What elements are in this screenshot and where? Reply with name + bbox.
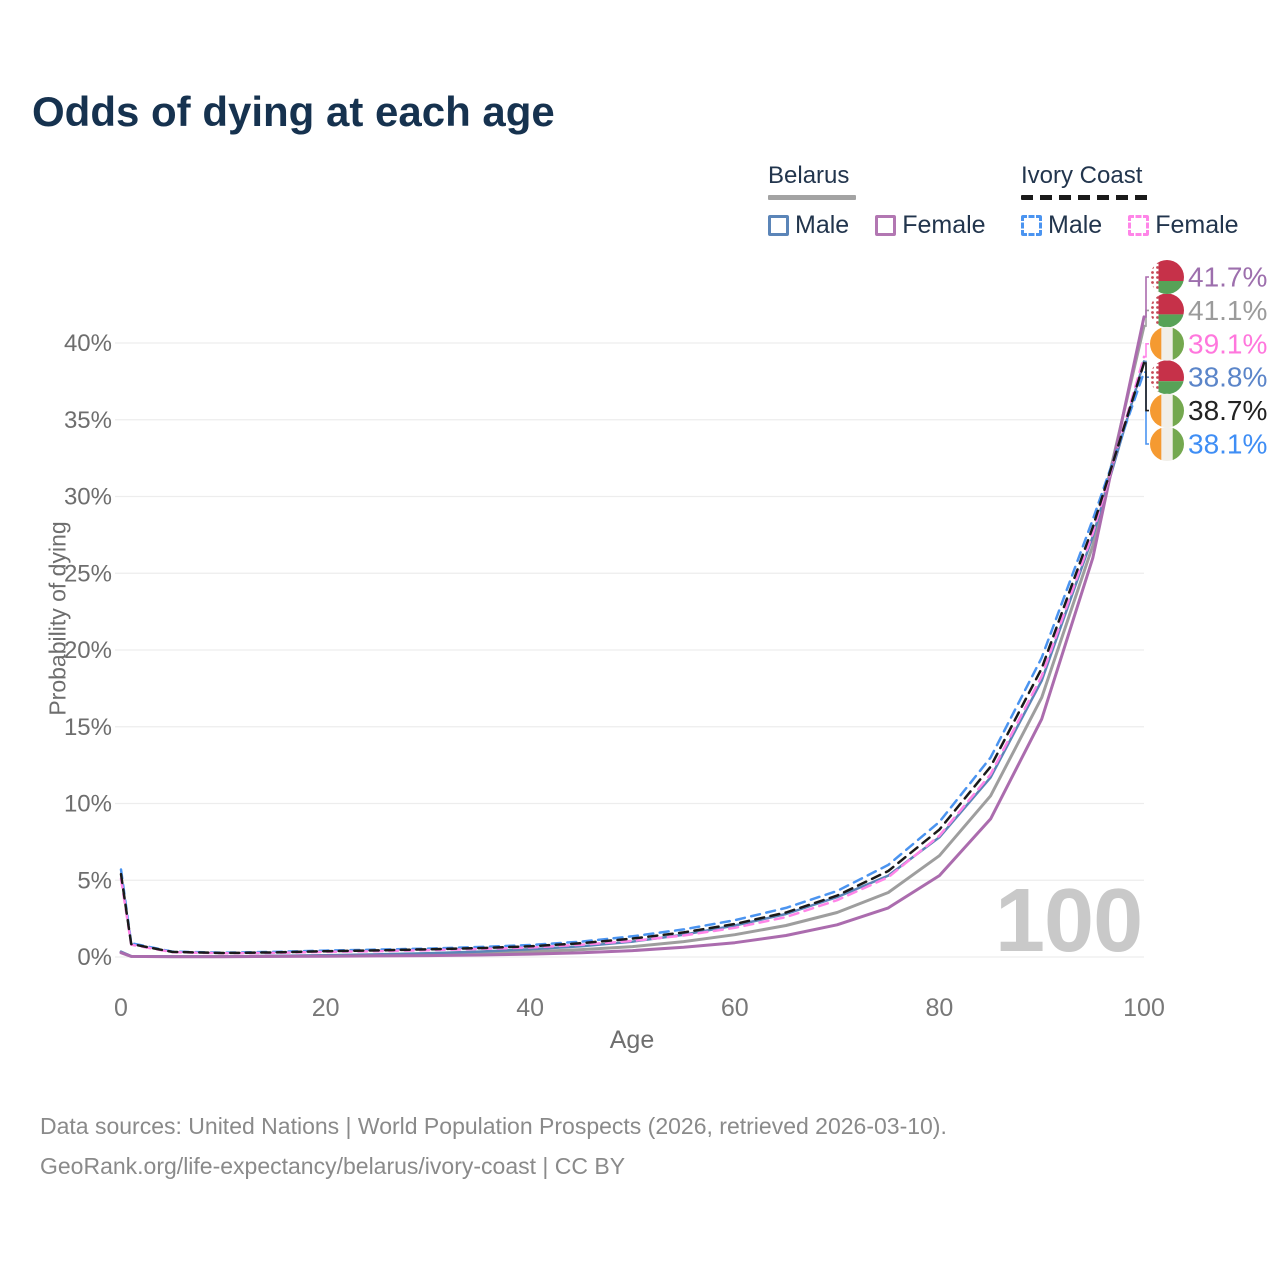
legend-group-ivory-coast: Ivory Coast Male Female: [1021, 162, 1239, 240]
legend-group-belarus: Belarus Male Female: [768, 162, 986, 240]
series-line-belarus-both-sexes[interactable]: [119, 324, 1146, 958]
footer-link: GeoRank.org/life-expectancy/belarus/ivor…: [40, 1153, 626, 1179]
end-label-value-ivory-coast-female: 39.1%: [1188, 328, 1267, 359]
y-tick-10%: 10%: [64, 791, 112, 818]
y-tick-5%: 5%: [77, 867, 112, 894]
belarus-flag-icon: [1150, 360, 1184, 395]
end-label-value-ivory-coast-male: 38.1%: [1188, 429, 1267, 460]
legend-label-ivory-coast-female: Female: [1155, 211, 1239, 239]
y-tick-35%: 35%: [64, 407, 112, 434]
y-tick-25%: 25%: [64, 560, 112, 587]
legend-swatch-belarus-female: [875, 215, 897, 236]
ivory-coast-flag-icon: [1150, 393, 1184, 428]
end-label-connector: [1144, 309, 1149, 327]
series-line-ivory-coast-both-sexes[interactable]: [119, 361, 1146, 955]
y-tick-0%: 0%: [77, 944, 112, 971]
x-tick-100: 100: [1123, 994, 1165, 1022]
y-tick-15%: 15%: [64, 714, 112, 741]
end-label-value-belarus-both-sexes: 41.1%: [1188, 295, 1267, 326]
legend-line-sample-belarus: [768, 195, 856, 200]
end-label-connector: [1144, 362, 1149, 412]
series-line-belarus-male[interactable]: [119, 360, 1146, 958]
legend-swatch-ivory-coast-female: [1128, 215, 1150, 236]
series-line-ivory-coast-female[interactable]: [119, 355, 1146, 955]
belarus-flag-icon: [1150, 260, 1184, 294]
end-label-connector: [1144, 276, 1149, 318]
x-tick-0: 0: [114, 994, 128, 1022]
series-line-belarus-female[interactable]: [119, 315, 1146, 959]
end-label-value-ivory-coast-both-sexes: 38.7%: [1188, 395, 1267, 426]
x-tick-60: 60: [721, 994, 749, 1022]
belarus-flag-icon: [1150, 293, 1184, 328]
ivory-coast-flag-icon: [1150, 326, 1184, 361]
x-tick-20: 20: [312, 994, 340, 1022]
legend-item-belarus-male[interactable]: Male: [768, 211, 849, 240]
legend-swatch-ivory-coast-male: [1021, 215, 1042, 236]
age-watermark: 100: [995, 871, 1143, 971]
footer-data-sources: Data sources: United Nations | World Pop…: [40, 1113, 947, 1139]
footer-attribution: Data sources: United Nations | World Pop…: [40, 1106, 947, 1186]
x-tick-80: 80: [925, 994, 953, 1022]
end-label-value-belarus-female: 41.7%: [1188, 262, 1267, 293]
legend-label-ivory-coast-male: Male: [1048, 211, 1103, 239]
legend-line-sample-ivory-coast: [1021, 195, 1152, 200]
end-label-connector: [1144, 343, 1149, 358]
series-line-ivory-coast-male[interactable]: [119, 370, 1146, 954]
legend-item-ivory-coast-female[interactable]: Female: [1128, 211, 1239, 240]
legend-swatch-belarus-male: [768, 215, 789, 236]
page-title: Odds of dying at each age: [32, 88, 555, 135]
legend-item-ivory-coast-male[interactable]: Male: [1021, 211, 1102, 240]
end-label-value-belarus-male: 38.8%: [1188, 362, 1267, 393]
legend-label-belarus-female: Female: [902, 211, 986, 239]
legend-label-belarus-male: Male: [795, 211, 850, 239]
y-tick-40%: 40%: [64, 330, 112, 357]
legend-group-title-belarus: Belarus: [768, 162, 850, 189]
x-axis-title: Age: [609, 1026, 655, 1054]
legend-item-belarus-female[interactable]: Female: [875, 211, 986, 240]
y-tick-20%: 20%: [64, 637, 112, 664]
ivory-coast-flag-icon: [1150, 427, 1184, 461]
y-tick-30%: 30%: [64, 484, 112, 511]
legend-group-title-ivory-coast: Ivory Coast: [1021, 162, 1143, 189]
x-tick-40: 40: [516, 994, 544, 1022]
